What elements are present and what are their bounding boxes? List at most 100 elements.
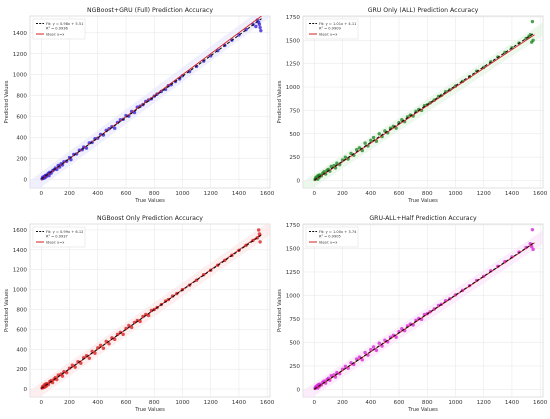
y-tick-label: 600	[16, 115, 27, 121]
plot-inner	[303, 224, 543, 397]
x-tick-label: 200	[337, 400, 348, 406]
chart-title: NGBoost Only Prediction Accuracy	[97, 215, 203, 222]
plot-inner	[30, 16, 270, 188]
data-point	[113, 126, 117, 130]
x-tick-label: 1400	[232, 400, 247, 406]
legend-r2-label: R² = 0.9936	[46, 26, 69, 30]
x-tick-label: 400	[365, 400, 376, 406]
data-point	[84, 146, 89, 150]
legend-r2-label: R² = 0.9905	[319, 234, 341, 238]
y-tick-label: 1500	[286, 38, 301, 44]
x-tick-label: 200	[337, 191, 348, 197]
x-tick-label: 600	[394, 400, 405, 406]
y-tick-label: 200	[16, 157, 27, 163]
legend-fit-label: Fit: y = 0.98x + 5.51	[46, 22, 83, 26]
y-tick-label: 1750	[286, 15, 301, 21]
y-tick-label: 1750	[286, 223, 301, 229]
data-point	[530, 19, 535, 24]
data-point	[187, 69, 192, 74]
chart-panel-3: 0 200 400 600 800 1000 1200 1400 1600 0 200 400 600 8…	[4, 215, 275, 413]
x-tick-label: 1200	[477, 400, 492, 406]
x-tick-label: 400	[92, 191, 103, 197]
y-tick-label: 1000	[286, 85, 301, 91]
x-tick-label: 200	[64, 191, 75, 197]
x-tick-label: 1000	[175, 400, 190, 406]
y-tick-label: 200	[16, 367, 27, 373]
y-tick-label: 1400	[13, 31, 28, 37]
chart-title: GRU-ALL+Half Prediction Accuracy	[369, 215, 477, 222]
data-point	[531, 247, 535, 252]
x-tick-label: 600	[121, 191, 132, 197]
y-tick-label: 750	[289, 317, 300, 323]
data-point	[254, 24, 258, 29]
data-point	[360, 358, 364, 362]
data-point	[363, 141, 367, 145]
y-tick-label: 750	[289, 108, 300, 114]
chart-panel-4: 0 200 400 600 800 1000 1200 1400 1600 0 250 500 750 1…	[277, 215, 548, 413]
x-tick-label: 1000	[448, 400, 463, 406]
legend-box	[32, 226, 86, 248]
data-point	[343, 155, 348, 159]
x-axis-label: True Values	[407, 407, 438, 413]
y-tick-label: 1500	[286, 246, 301, 252]
legend-ideal-label: Ideal: y=x	[46, 240, 65, 244]
data-point	[371, 135, 376, 140]
ideal-line	[41, 233, 262, 390]
legend-r2-label: R² = 0.9909	[319, 26, 342, 30]
x-axis-label: True Values	[407, 198, 438, 204]
y-tick-label: 0	[296, 179, 300, 185]
legend-fit-label: Fit: y = 0.99x + 6.12	[46, 230, 83, 234]
data-point	[369, 138, 373, 143]
x-tick-label: 400	[365, 191, 376, 197]
x-tick-label: 1400	[505, 191, 520, 197]
data-point	[258, 25, 262, 30]
confidence-band	[30, 16, 270, 188]
data-point	[121, 332, 125, 337]
x-tick-label: 800	[422, 400, 433, 406]
x-tick-label: 0	[40, 191, 44, 197]
chart-title: NGBoost+GRU (Full) Prediction Accuracy	[87, 7, 213, 14]
chart-panel-2: 0 200 400 600 800 1000 1200 1400 1600 0 250 500 750 1…	[277, 7, 548, 204]
y-axis-label: Predicted Values	[4, 80, 10, 123]
legend-r2-label: R² = 0.9937	[46, 234, 68, 238]
x-tick-label: 1400	[232, 191, 247, 197]
y-tick-label: 800	[16, 308, 27, 314]
data-point	[329, 374, 333, 378]
legend-fit-label: Fit: y = 1.01x + 4.11	[319, 22, 356, 26]
y-tick-label: 1000	[286, 293, 301, 299]
y-tick-label: 1250	[286, 62, 301, 68]
data-point	[257, 228, 261, 232]
x-tick-label: 0	[313, 400, 317, 406]
fit-line	[40, 18, 262, 180]
legend-ideal-label: Ideal: y=x	[319, 32, 338, 36]
y-axis-label: Predicted Values	[4, 289, 10, 332]
y-tick-label: 1000	[13, 73, 28, 79]
x-tick-label: 0	[40, 400, 44, 406]
x-tick-label: 800	[422, 191, 433, 197]
data-point	[87, 356, 91, 360]
plot-inner	[30, 224, 270, 397]
y-tick-label: 1200	[13, 52, 28, 58]
data-point	[377, 341, 381, 345]
y-tick-label: 600	[16, 327, 27, 333]
y-tick-label: 0	[23, 387, 27, 393]
chart-title: GRU Only (ALL) Prediction Accuracy	[368, 7, 479, 14]
data-point	[374, 348, 379, 353]
x-tick-label: 1600	[533, 400, 548, 406]
y-tick-label: 1600	[13, 228, 28, 234]
legend-box	[305, 18, 359, 40]
legend-ideal-label: Ideal: y=x	[319, 240, 338, 244]
data-point	[69, 157, 73, 162]
y-tick-label: 1250	[286, 270, 301, 276]
data-point	[377, 132, 381, 136]
data-point	[349, 151, 353, 156]
y-tick-label: 1000	[13, 288, 28, 294]
data-point	[530, 227, 535, 232]
x-tick-label: 0	[313, 191, 317, 197]
y-tick-label: 500	[289, 132, 300, 138]
y-tick-label: 250	[289, 155, 300, 161]
data-point	[329, 164, 333, 169]
